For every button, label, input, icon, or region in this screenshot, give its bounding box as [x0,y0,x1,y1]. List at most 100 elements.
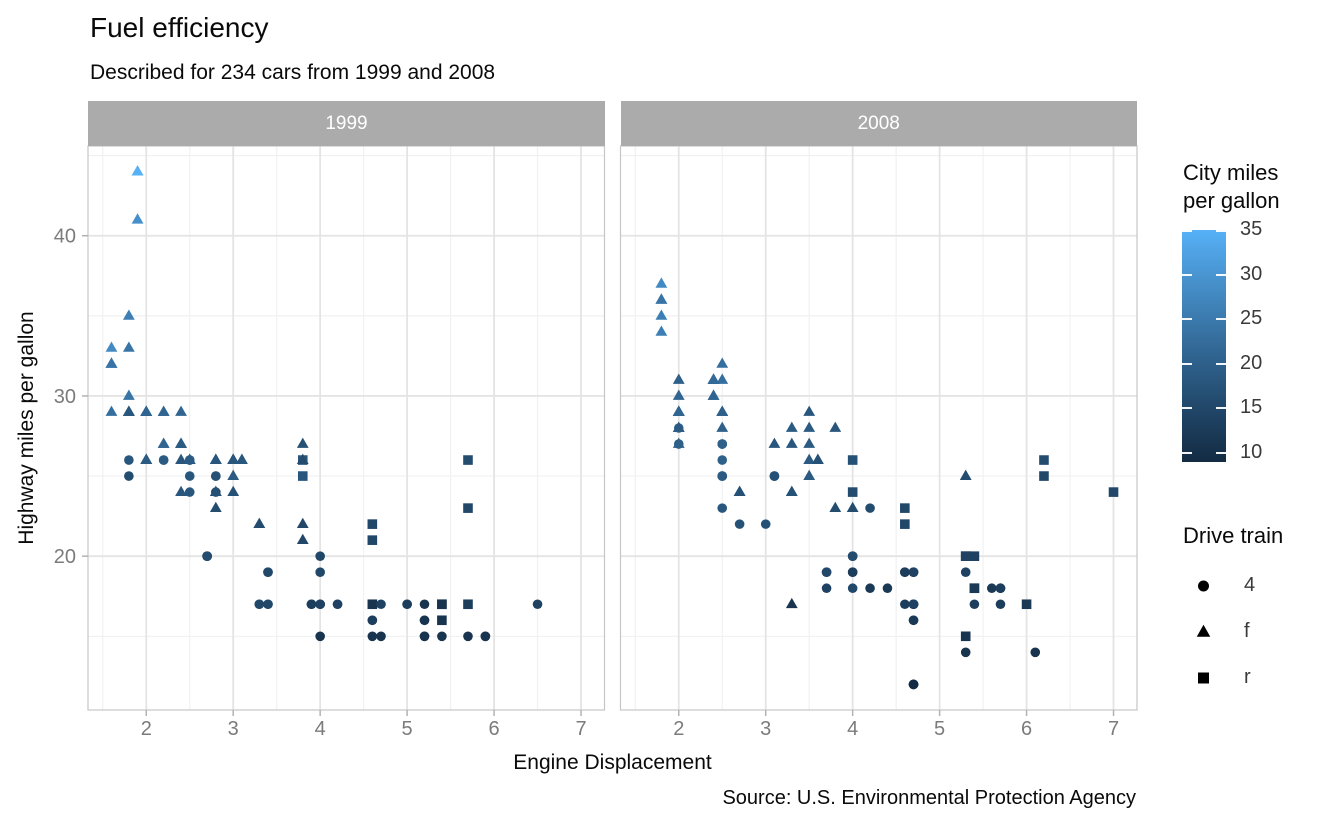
data-point [296,453,309,464]
data-point [672,437,685,448]
data-point [296,533,309,545]
shape-legend-item-label: r [1244,665,1251,688]
data-point [716,421,729,432]
data-point [900,567,910,578]
data-point [672,373,685,384]
data-point [122,405,135,416]
data-point [716,405,729,416]
caption: Source: U.S. Environmental Protection Ag… [722,787,1136,809]
colorbar-tick-mark [1182,318,1192,321]
data-point [402,599,412,610]
data-point [717,455,728,465]
data-point [532,599,543,610]
data-point [253,517,266,529]
data-point [672,389,685,400]
data-point [733,485,746,496]
shape-legend-title: Drive train [1183,523,1284,548]
colorbar-tick-mark [1216,452,1226,455]
colorbar-tick-mark [1182,407,1192,410]
data-point [254,599,265,610]
data-point [707,389,720,400]
x-tick-label: 3 [760,718,771,740]
data-point [785,597,798,609]
data-point [263,567,273,578]
data-point [122,341,135,352]
data-point [995,583,1006,594]
data-point [367,535,378,545]
data-point [960,647,971,658]
data-point [760,519,771,529]
data-point [227,453,240,464]
data-point [960,551,971,561]
x-tick-label: 2 [141,718,152,740]
shape-legend-item-4: 4 [1192,573,1255,597]
data-point [419,599,430,610]
data-point [122,389,135,400]
data-point [367,631,378,642]
data-point [716,373,729,384]
x-tick-label: 5 [402,718,413,740]
data-point [437,615,447,626]
data-point [672,405,685,416]
data-point [734,519,745,529]
data-point [463,455,473,465]
data-point [131,213,144,224]
triangle-key-icon [1196,624,1211,637]
data-point [908,567,919,578]
data-point [315,551,325,561]
data-point [376,631,386,642]
data-point [717,503,728,513]
data-point [882,583,893,594]
data-point [821,583,832,594]
data-point [184,471,195,481]
data-point [785,421,798,432]
square-key-icon [1198,672,1209,683]
colorbar-tick-label: 20 [1240,351,1263,374]
data-point [184,455,195,465]
data-point [969,599,980,610]
data-point [803,453,816,464]
circle-key-icon [1198,580,1209,591]
data-point [847,487,858,497]
colorbar-tick-mark [1182,273,1192,276]
data-point [419,631,430,642]
data-point [437,599,447,610]
data-point [315,567,325,578]
data-point [655,277,668,288]
data-point [157,405,170,416]
x-tick-label: 3 [228,718,239,740]
data-point [655,293,668,304]
data-point [959,469,972,480]
data-point [865,583,875,594]
data-point [969,583,980,594]
y-tick-label: 20 [54,546,76,568]
data-point [908,599,919,610]
data-point [263,599,273,610]
data-point [846,501,859,513]
data-point [297,471,308,481]
data-point [785,485,798,496]
data-point [900,503,910,513]
data-point [376,599,386,610]
data-point [1021,599,1032,610]
data-point [227,469,240,480]
facet-strip-1999: 1999 [88,101,605,146]
colorbar-tick-mark [1182,230,1192,232]
data-point [463,631,473,642]
colorbar-tick-label: 30 [1240,262,1263,285]
data-point [124,455,134,465]
data-point [315,631,325,642]
colorbar-tick-mark [1216,362,1226,365]
data-point [1030,647,1041,658]
chart-subtitle: Described for 234 cars from 1999 and 200… [90,61,496,84]
data-point [803,405,816,416]
data-point [236,453,248,464]
data-point [131,165,144,176]
colorbar-tick-mark [1182,362,1192,365]
data-point [105,405,118,416]
y-tick-label: 30 [54,386,76,408]
panel-border [87,145,606,711]
colorbar-tick-label: 15 [1240,396,1263,419]
x-tick-label: 6 [1021,718,1032,740]
